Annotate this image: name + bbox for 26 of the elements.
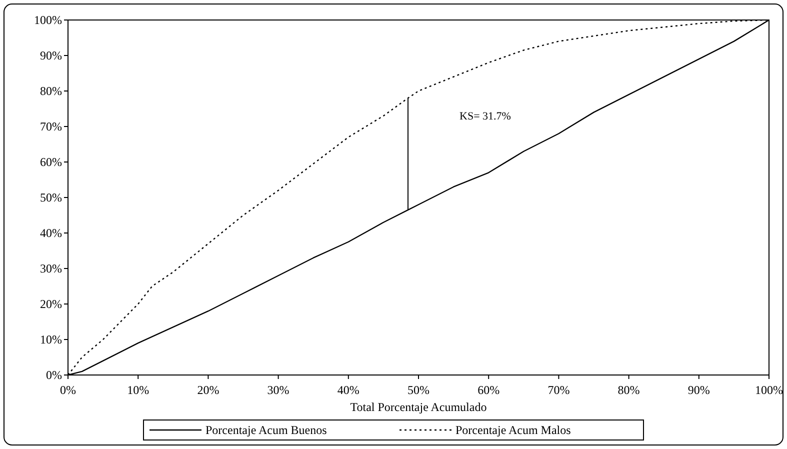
y-tick-label: 80% xyxy=(40,84,62,98)
x-tick-label: 90% xyxy=(688,383,710,397)
y-tick-label: 30% xyxy=(40,262,62,276)
x-tick-label: 80% xyxy=(618,383,640,397)
x-axis-title: Total Porcentaje Acumulado xyxy=(350,400,487,414)
y-tick-label: 0% xyxy=(46,368,62,382)
y-tick-label: 40% xyxy=(40,226,62,240)
y-tick-label: 60% xyxy=(40,155,62,169)
x-tick-label: 50% xyxy=(408,383,430,397)
y-tick-label: 90% xyxy=(40,48,62,62)
legend-label: Porcentaje Acum Malos xyxy=(456,423,572,437)
y-tick-label: 20% xyxy=(40,297,62,311)
annotation: KS= 31.7% xyxy=(460,110,511,122)
x-tick-label: 20% xyxy=(197,383,220,397)
legend-label: Porcentaje Acum Buenos xyxy=(206,423,328,437)
x-tick-label: 60% xyxy=(478,383,500,397)
x-tick-label: 100% xyxy=(755,383,783,397)
y-tick-label: 100% xyxy=(34,13,62,27)
y-tick-label: 50% xyxy=(40,190,62,204)
y-tick-label: 70% xyxy=(40,120,62,134)
x-tick-label: 40% xyxy=(337,383,360,397)
x-tick-label: 10% xyxy=(127,383,150,397)
x-tick-label: 70% xyxy=(548,383,570,397)
x-tick-label: 30% xyxy=(267,383,290,397)
x-tick-label: 0% xyxy=(60,383,76,397)
y-tick-label: 10% xyxy=(40,332,62,346)
